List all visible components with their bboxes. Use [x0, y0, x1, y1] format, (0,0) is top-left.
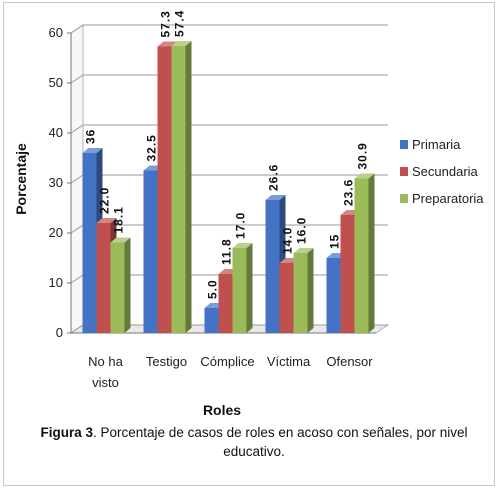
bar-top [293, 248, 314, 253]
y-tick-label: 60 [49, 25, 63, 40]
bar-top [110, 237, 131, 243]
legend-label: Preparatoria [412, 191, 484, 206]
axes: 0 10 20 30 40 50 60 No ha visto Testigo Cómplice Ví… [49, 25, 376, 390]
bar [171, 41, 192, 333]
bar-front [232, 248, 247, 333]
bar [354, 173, 375, 333]
bar-top [171, 41, 192, 46]
bar-front [293, 253, 308, 333]
bar-side [124, 237, 131, 333]
bar-front [96, 223, 111, 333]
bar-front [110, 242, 125, 333]
y-axis-title: Porcentaje [13, 143, 29, 215]
data-label: 57.3 [159, 10, 173, 37]
bar [232, 243, 253, 333]
gridline [70, 174, 388, 184]
data-label: 16.0 [295, 217, 309, 244]
data-label: 22.0 [98, 187, 112, 214]
caption-label: Figura 3 [40, 425, 94, 440]
legend-swatch [400, 194, 408, 203]
category-label: Testigo [146, 354, 187, 369]
legend-label: Primaria [412, 137, 461, 152]
bar-top [265, 195, 286, 200]
bar-side [246, 243, 253, 333]
legend-swatch [400, 167, 408, 176]
y-tick-label: 20 [49, 225, 63, 240]
legend-label: Secundaria [412, 164, 479, 179]
y-tick-label: 40 [49, 125, 63, 140]
bar-front [204, 308, 219, 333]
legend-swatch [400, 140, 408, 149]
legend: Primaria Secundaria Preparatoria [400, 137, 484, 206]
data-label: 18.1 [112, 206, 126, 233]
data-label: 32.5 [145, 134, 159, 161]
data-label: 26.6 [267, 164, 281, 191]
y-tick-label: 50 [49, 75, 63, 90]
x-axis-title: Roles [203, 402, 241, 418]
bars [82, 41, 375, 333]
bar-top [96, 218, 117, 223]
figure-frame: 0 10 20 30 40 50 60 No ha visto Testigo Cómplice Ví… [3, 2, 495, 486]
bar [110, 237, 131, 333]
gridline [70, 124, 388, 134]
data-label: 15 [328, 234, 342, 249]
gridline [70, 24, 388, 34]
bar-chart: 0 10 20 30 40 50 60 No ha visto Testigo Cómplice Ví… [13, 10, 484, 418]
bar-front [143, 170, 158, 333]
bar-front [340, 215, 355, 333]
data-label: 11.8 [220, 238, 234, 265]
y-tick-label: 0 [56, 325, 63, 340]
category-label: Víctima [267, 354, 311, 369]
bar-front [265, 200, 280, 333]
bar-side [185, 41, 192, 333]
data-label: 17.0 [234, 212, 248, 239]
data-label: 36 [84, 129, 98, 144]
bar-front [157, 46, 172, 333]
bar-front [354, 178, 369, 333]
category-label: visto [92, 375, 119, 390]
category-label: Ofensor [326, 354, 373, 369]
data-labels: 36 22.018.1 32.5 57.3 57.4 5.011.817.0 26.6 14.… [84, 10, 370, 299]
data-label: 14.0 [281, 227, 295, 254]
data-label: 5.0 [206, 279, 220, 299]
y-tick-label: 10 [49, 275, 63, 290]
bar-side [368, 173, 375, 333]
bar-front [326, 258, 341, 333]
data-label: 57.4 [173, 10, 187, 37]
bar-side [307, 248, 314, 333]
bar-top [82, 148, 103, 153]
y-tick-label: 30 [49, 175, 63, 190]
bar-front [171, 46, 186, 333]
figure-caption: Figura 3. Porcentaje de casos de roles e… [34, 423, 474, 461]
bar [293, 248, 314, 333]
bar-top [354, 173, 375, 179]
gridline [70, 74, 388, 84]
data-label: 23.6 [342, 179, 356, 206]
bar-front [279, 263, 294, 333]
bar-top [232, 243, 253, 248]
category-label: No ha [88, 354, 123, 369]
caption-text: . Porcentaje de casos de roles en acoso … [93, 425, 468, 459]
category-label: Cómplice [200, 354, 254, 369]
data-label: 30.9 [356, 142, 370, 169]
bar-front [82, 153, 97, 333]
bar-front [218, 274, 233, 333]
